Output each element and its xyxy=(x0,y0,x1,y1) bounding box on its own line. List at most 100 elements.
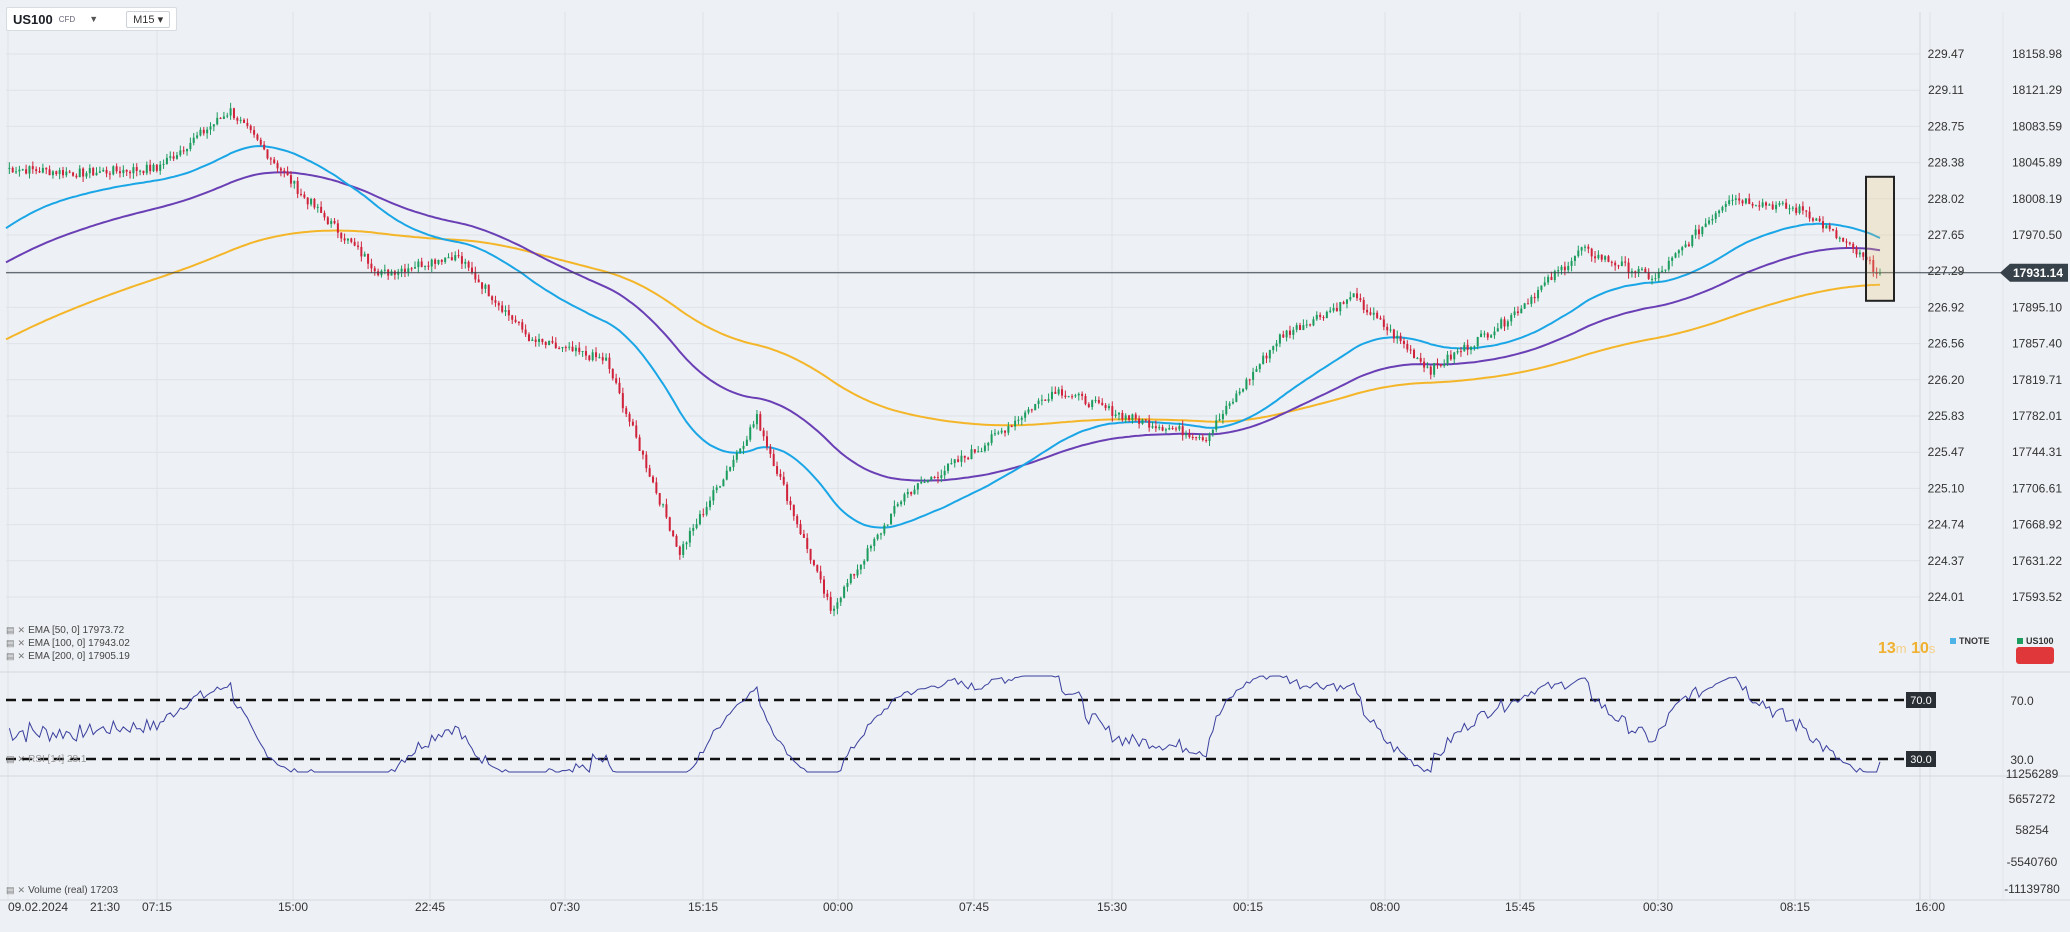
candle-body xyxy=(155,164,158,171)
candle-body xyxy=(1845,241,1848,243)
candle-body xyxy=(1657,271,1660,279)
close-icon[interactable]: ✕ xyxy=(17,638,26,648)
candle-body xyxy=(1808,211,1811,219)
candle-body xyxy=(61,170,64,176)
close-icon[interactable]: ✕ xyxy=(17,651,26,661)
candle-body xyxy=(652,476,655,483)
candle-body xyxy=(755,414,758,425)
candle-body xyxy=(444,257,447,262)
candle-body xyxy=(1121,412,1124,420)
candle-body xyxy=(1878,272,1882,275)
candle-body xyxy=(1724,203,1727,207)
sell-button[interactable] xyxy=(2016,647,2054,664)
countdown-m-unit: m xyxy=(1895,641,1907,656)
candle-body xyxy=(1433,363,1436,375)
close-icon[interactable]: ✕ xyxy=(17,885,26,895)
candle-body xyxy=(1282,334,1285,338)
candle-body xyxy=(1671,257,1674,261)
candle-body xyxy=(1624,261,1627,263)
volume-label[interactable]: ▤ ✕ Volume (real) 17203 xyxy=(6,885,118,896)
candle-body xyxy=(1265,355,1268,359)
ema50-label[interactable]: ▤ ✕ EMA [50, 0] 17973.72 xyxy=(6,625,124,636)
price-tick-right: 17593.52 xyxy=(2012,590,2062,604)
candle-body xyxy=(1372,312,1375,315)
candle-body xyxy=(424,265,427,267)
candle-body xyxy=(983,445,986,452)
candle-body xyxy=(782,476,785,485)
legend-tnote[interactable]: TNOTE xyxy=(1950,636,1990,646)
candle-body xyxy=(28,166,31,174)
ema-lines xyxy=(5,145,1881,529)
settings-icon[interactable]: ▤ xyxy=(6,651,15,661)
settings-icon[interactable]: ▤ xyxy=(6,754,15,764)
candle-body xyxy=(863,560,866,565)
settings-icon[interactable]: ▤ xyxy=(6,885,15,895)
candle-body xyxy=(1061,389,1064,396)
close-icon[interactable]: ✕ xyxy=(17,754,26,764)
candle-body xyxy=(1761,202,1764,207)
candle-body xyxy=(1201,437,1204,441)
candle-body xyxy=(1124,415,1127,420)
candle-body xyxy=(1828,225,1831,229)
candle-body xyxy=(967,457,970,460)
candle-body xyxy=(1664,269,1667,271)
settings-icon[interactable]: ▤ xyxy=(6,625,15,635)
candle-body xyxy=(742,445,745,449)
candle-body xyxy=(1195,437,1198,439)
candle-body xyxy=(1104,405,1107,409)
candle-body xyxy=(1231,401,1234,404)
candle-body xyxy=(1379,317,1382,320)
instrument-selector[interactable]: US100 CFD ▼ M15 ▾ xyxy=(6,7,178,31)
candle-body xyxy=(769,446,772,454)
timeframe-select[interactable]: M15 ▾ xyxy=(126,10,171,28)
chevron-down-icon[interactable]: ▼ xyxy=(89,14,99,24)
candle-body xyxy=(1074,395,1077,397)
candle-body xyxy=(1406,343,1409,350)
rsi-label[interactable]: ▤ ✕ RSI [14] 28.1 xyxy=(6,754,86,765)
candle-body xyxy=(618,382,621,394)
candle-body xyxy=(1007,426,1010,433)
candle-body xyxy=(1788,208,1791,210)
price-tick-left: 226.20 xyxy=(1928,373,1965,387)
candle-body xyxy=(189,142,192,150)
candle-body xyxy=(588,355,591,361)
candles xyxy=(6,102,2003,617)
ema200-label[interactable]: ▤ ✕ EMA [200, 0] 17905.19 xyxy=(6,651,130,662)
candle-body xyxy=(1651,278,1654,280)
candle-body xyxy=(159,164,162,171)
ema100-label[interactable]: ▤ ✕ EMA [100, 0] 17943.02 xyxy=(6,638,130,649)
candle-body xyxy=(1144,419,1147,421)
candle-body xyxy=(1275,343,1278,347)
settings-icon[interactable]: ▤ xyxy=(6,638,15,648)
candle-body xyxy=(1563,266,1566,271)
candle-body xyxy=(517,321,520,323)
candle-body xyxy=(35,169,38,172)
price-tick-right: 17857.40 xyxy=(2012,337,2062,351)
candle-body xyxy=(58,170,61,175)
legend-us100[interactable]: US100 xyxy=(2017,636,2054,646)
candle-body xyxy=(896,504,899,507)
candle-body xyxy=(1738,198,1741,201)
candle-body xyxy=(31,166,34,170)
candle-body xyxy=(68,171,71,173)
candle-body xyxy=(336,223,339,233)
candle-body xyxy=(279,168,282,171)
time-tick: 21:30 xyxy=(90,900,120,914)
candle-body xyxy=(843,586,846,598)
candle-body xyxy=(1765,202,1768,206)
candle-body xyxy=(367,254,370,264)
volume-tick: 11256289 xyxy=(2006,767,2059,781)
candle-body xyxy=(179,150,182,156)
time-tick: 07:30 xyxy=(550,900,580,914)
candle-body xyxy=(497,302,500,306)
candle-body xyxy=(1506,321,1509,327)
candle-body xyxy=(1215,420,1218,430)
price-tick-left: 226.56 xyxy=(1928,337,1965,351)
close-icon[interactable]: ✕ xyxy=(17,625,26,635)
candle-body xyxy=(1218,419,1221,421)
axes: 229.47 229.11 228.75 228.38 228.02 227.65 227.… xyxy=(8,47,2068,914)
candle-body xyxy=(310,199,313,205)
candle-body xyxy=(581,351,584,353)
